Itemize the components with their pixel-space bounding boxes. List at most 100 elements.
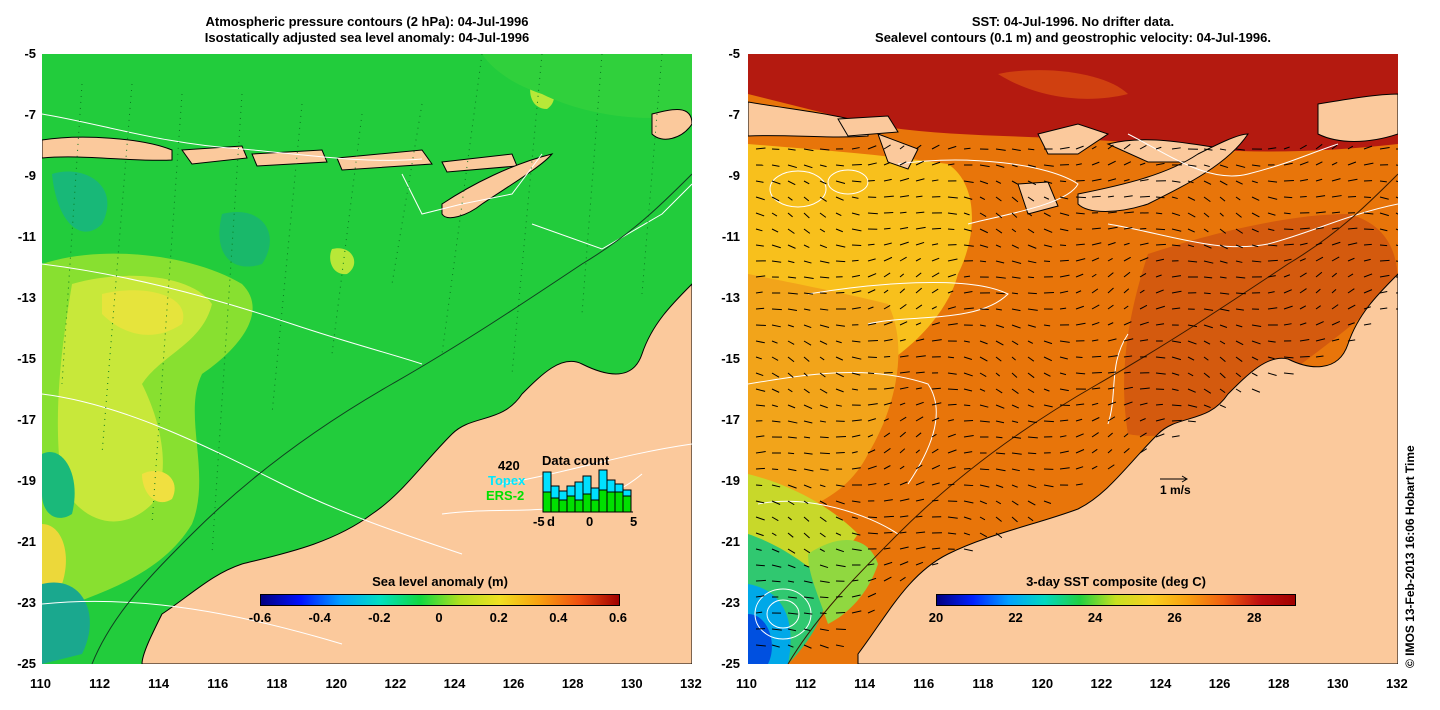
velocity-arrow: [867, 162, 877, 166]
velocity-arrow: [1011, 292, 1019, 295]
velocity-arrow: [1267, 147, 1277, 150]
right-y-tick: -15: [721, 351, 740, 366]
velocity-arrow: [1363, 145, 1373, 150]
left-y-tick: -13: [17, 290, 36, 305]
left-y-tick: -5: [24, 46, 36, 61]
velocity-arrow: [1011, 308, 1021, 312]
velocity-arrow: [1187, 212, 1196, 218]
velocity-arrow: [851, 467, 861, 470]
right-x-tick: 128: [1267, 676, 1290, 691]
left-x-tick: 114: [148, 676, 170, 691]
velocity-arrow: [1235, 340, 1244, 346]
velocity-arrow: [1171, 290, 1182, 294]
velocity-arrow: [835, 324, 845, 327]
velocity-arrow: [803, 516, 810, 522]
velocity-arrow: [947, 516, 958, 519]
velocity-arrow: [1379, 291, 1388, 294]
velocity-arrow: [1251, 324, 1262, 328]
velocity-arrow: [1075, 449, 1085, 454]
velocity-arrow: [979, 212, 987, 218]
velocity-arrow: [931, 161, 941, 166]
velocity-arrow: [1219, 372, 1226, 379]
velocity-arrow: [819, 244, 828, 249]
velocity-arrow: [1267, 244, 1278, 247]
velocity-arrow: [1379, 196, 1389, 200]
velocity-arrow: [819, 628, 829, 632]
velocity-arrow: [1011, 196, 1019, 203]
velocity-arrow: [1107, 416, 1116, 422]
velocity-arrow: [1171, 340, 1182, 344]
right-y-tick: -21: [721, 534, 740, 549]
velocity-arrow: [1027, 244, 1037, 249]
velocity-arrow: [1283, 146, 1290, 150]
velocity-arrow: [995, 212, 1003, 219]
left-y-tick: -11: [17, 229, 36, 244]
velocity-arrow: [1011, 452, 1022, 455]
velocity-arrow: [1203, 164, 1210, 168]
velocity-arrow: [1059, 196, 1069, 200]
velocity-arrow: [1363, 258, 1371, 262]
velocity-arrow: [771, 516, 779, 522]
velocity-arrow: [979, 228, 989, 234]
velocity-arrow: [963, 212, 970, 216]
velocity-arrow: [787, 388, 793, 393]
velocity-arrow: [1107, 287, 1114, 294]
velocity-arrow: [1347, 161, 1357, 166]
sst-colorbar-label: 24: [1087, 610, 1103, 625]
velocity-arrow: [979, 516, 986, 521]
left-x-tick: 128: [561, 676, 584, 691]
velocity-arrow: [819, 228, 826, 233]
velocity-arrow: [1203, 244, 1212, 249]
velocity-arrow: [1331, 144, 1338, 150]
data-count-axis-0: 0: [586, 514, 594, 529]
velocity-arrow: [851, 548, 862, 551]
velocity-arrow: [851, 434, 861, 438]
velocity-arrow: [899, 465, 905, 470]
velocity-arrow: [867, 516, 878, 519]
velocity-arrow: [931, 387, 941, 390]
velocity-arrow: [1331, 272, 1338, 278]
velocity-arrow: [899, 481, 908, 486]
velocity-arrow: [1027, 276, 1035, 279]
velocity-arrow: [1219, 308, 1230, 312]
velocity-arrow: [1043, 196, 1050, 200]
velocity-arrow: [851, 196, 859, 199]
velocity-arrow: [1107, 432, 1113, 438]
velocity-arrow: [1315, 178, 1323, 182]
velocity-arrow: [1203, 148, 1213, 151]
velocity-arrow: [819, 164, 827, 168]
velocity-arrow: [1267, 212, 1276, 216]
velocity-arrow: [787, 228, 795, 234]
velocity-arrow: [995, 180, 1002, 184]
velocity-arrow: [803, 612, 813, 615]
velocity-arrow: [787, 164, 797, 169]
velocity-arrow: [1043, 500, 1052, 504]
velocity-arrow: [755, 564, 765, 567]
velocity-arrow: [771, 356, 779, 361]
right-y-tick: -23: [721, 595, 740, 610]
velocity-arrow: [755, 356, 762, 360]
velocity-arrow: [1075, 243, 1085, 246]
velocity-arrow: [787, 580, 795, 583]
velocity-arrow: [1171, 388, 1179, 391]
velocity-arrow: [1283, 323, 1292, 326]
velocity-arrow: [803, 532, 810, 539]
velocity-arrow: [963, 484, 974, 487]
velocity-arrow: [899, 241, 909, 246]
velocity-arrow: [819, 516, 827, 523]
velocity-arrow: [915, 481, 925, 486]
right-x-tick: 110: [736, 676, 757, 691]
velocity-arrow: [771, 260, 782, 263]
velocity-arrow: [819, 260, 830, 264]
velocity-arrow: [803, 596, 814, 599]
velocity-arrow: [931, 243, 939, 246]
velocity-arrow: [1011, 244, 1020, 249]
velocity-arrow: [1075, 258, 1086, 262]
velocity-arrow: [1299, 179, 1308, 182]
velocity-arrow: [771, 212, 778, 217]
velocity-arrow: [915, 355, 926, 358]
velocity-arrow: [1235, 164, 1246, 168]
velocity-arrow: [963, 307, 974, 310]
sst-colorbar: [936, 594, 1296, 606]
velocity-arrow: [1123, 338, 1134, 342]
